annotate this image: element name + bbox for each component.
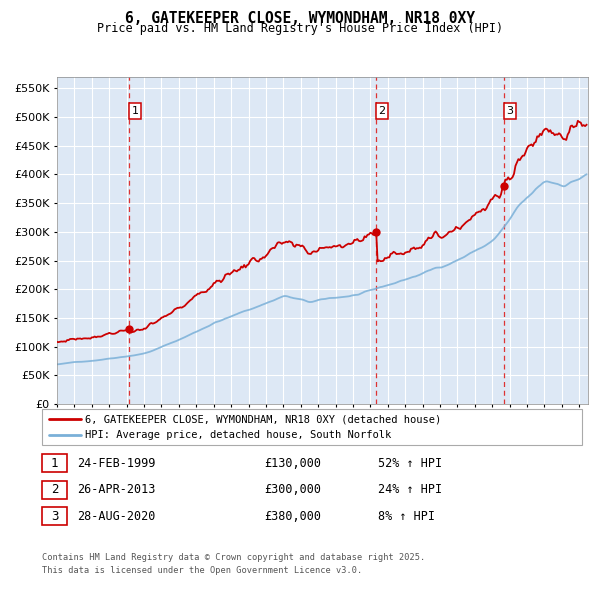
Text: 52% ↑ HPI: 52% ↑ HPI	[378, 457, 442, 470]
Text: 3: 3	[51, 510, 58, 523]
Text: 26-APR-2013: 26-APR-2013	[77, 483, 155, 496]
Text: 2: 2	[379, 106, 386, 116]
Text: £380,000: £380,000	[264, 510, 321, 523]
Text: 6, GATEKEEPER CLOSE, WYMONDHAM, NR18 0XY (detached house): 6, GATEKEEPER CLOSE, WYMONDHAM, NR18 0XY…	[85, 414, 442, 424]
Text: £300,000: £300,000	[264, 483, 321, 496]
Text: 2: 2	[51, 483, 58, 496]
Text: HPI: Average price, detached house, South Norfolk: HPI: Average price, detached house, Sout…	[85, 430, 391, 440]
Text: 24-FEB-1999: 24-FEB-1999	[77, 457, 155, 470]
Text: 24% ↑ HPI: 24% ↑ HPI	[378, 483, 442, 496]
Text: Price paid vs. HM Land Registry's House Price Index (HPI): Price paid vs. HM Land Registry's House …	[97, 22, 503, 35]
Text: Contains HM Land Registry data © Crown copyright and database right 2025.
This d: Contains HM Land Registry data © Crown c…	[42, 553, 425, 575]
Text: 28-AUG-2020: 28-AUG-2020	[77, 510, 155, 523]
Text: 8% ↑ HPI: 8% ↑ HPI	[378, 510, 435, 523]
Text: 1: 1	[51, 457, 58, 470]
Text: 3: 3	[506, 106, 514, 116]
Text: 6, GATEKEEPER CLOSE, WYMONDHAM, NR18 0XY: 6, GATEKEEPER CLOSE, WYMONDHAM, NR18 0XY	[125, 11, 475, 26]
Text: 1: 1	[131, 106, 139, 116]
Text: £130,000: £130,000	[264, 457, 321, 470]
